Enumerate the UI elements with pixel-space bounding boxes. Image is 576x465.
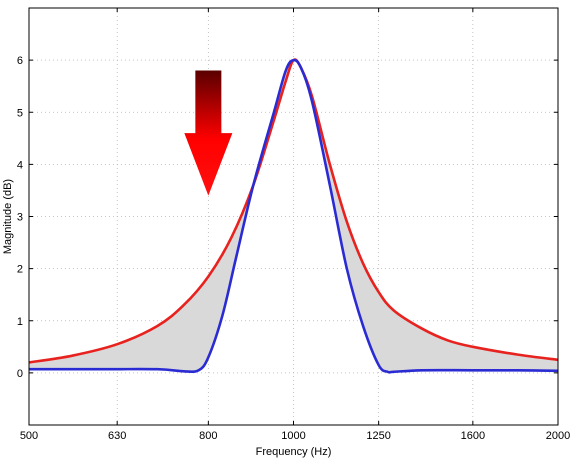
y-tick-label: 4 (17, 159, 23, 171)
down-arrow-icon (184, 70, 233, 196)
x-tick-label: 630 (108, 430, 126, 442)
arrow-shape (184, 70, 233, 196)
y-axis-label: Magnitude (dB) (2, 179, 14, 254)
x-tick-label: 1600 (461, 430, 485, 442)
grid (29, 8, 558, 425)
y-tick-label: 6 (17, 55, 23, 67)
x-tick-label: 2000 (546, 430, 570, 442)
x-tick-label: 500 (20, 430, 38, 442)
x-tick-label: 800 (199, 430, 217, 442)
y-tick-label: 5 (17, 107, 23, 119)
difference-area (29, 59, 558, 373)
x-tick-label: 1250 (366, 430, 390, 442)
fill-between-area (29, 59, 558, 373)
y-tick-label: 3 (17, 212, 23, 224)
x-axis-label: Frequency (Hz) (256, 446, 332, 458)
y-tick-label: 2 (17, 264, 23, 276)
series-lines (28, 58, 559, 374)
y-tick-label: 0 (17, 368, 23, 380)
x-tick-label: 1000 (281, 430, 305, 442)
y-axis-ticks: 0 1 2 3 4 5 6 (17, 55, 558, 380)
series-line-2 (28, 58, 559, 374)
x-axis-ticks: 500 630 800 1000 1250 1600 2000 (20, 8, 570, 442)
y-tick-label: 1 (17, 316, 23, 328)
